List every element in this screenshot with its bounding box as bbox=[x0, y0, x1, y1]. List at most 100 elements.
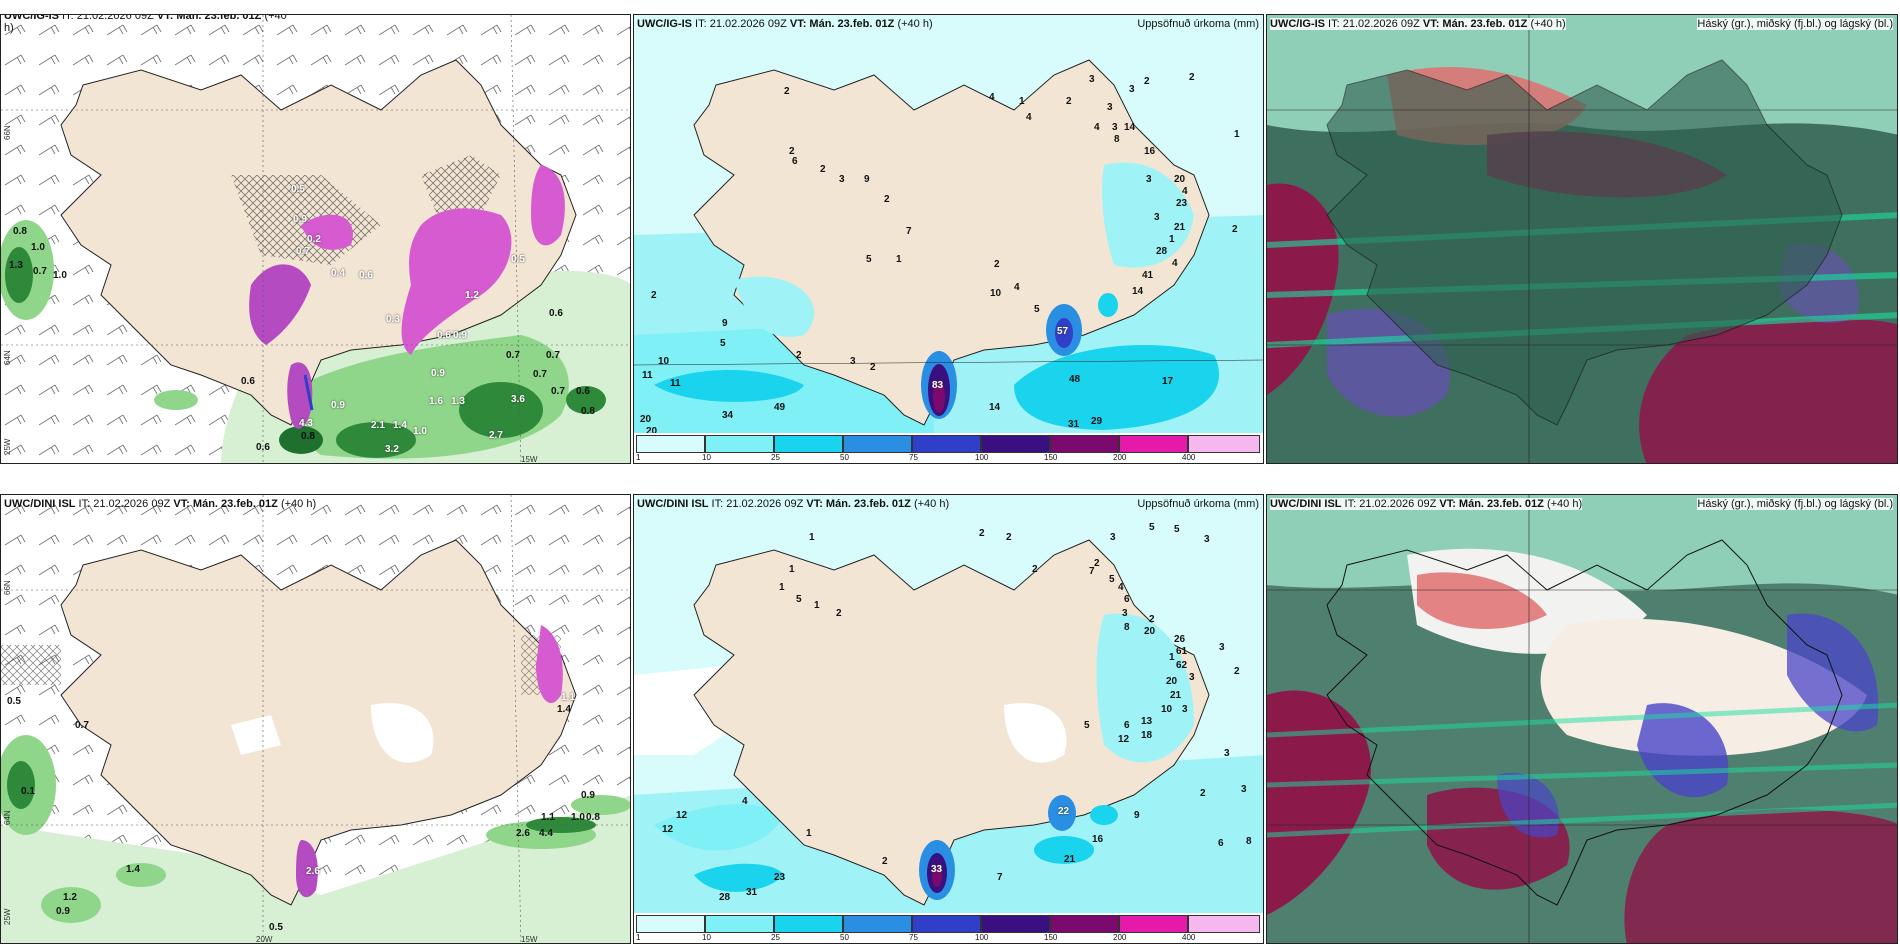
value-label: 29 bbox=[1091, 416, 1103, 427]
value-label: 7 bbox=[1089, 566, 1095, 577]
value-label: 20 bbox=[1144, 626, 1156, 637]
value-label: 2 bbox=[882, 856, 888, 867]
colorbar-tick: 400 bbox=[1182, 933, 1196, 942]
lat-label-66: 66N bbox=[3, 580, 12, 595]
value-label: 3 bbox=[1154, 212, 1160, 223]
value-label: 0.5 bbox=[7, 696, 21, 707]
value-label: 0.9 bbox=[453, 330, 467, 341]
colorbar-tick: 75 bbox=[909, 453, 918, 462]
value-label: 4 bbox=[989, 92, 995, 103]
value-label: 0.6 bbox=[549, 308, 563, 319]
value-label: 0.1 bbox=[21, 786, 35, 797]
value-label: 9 bbox=[864, 174, 870, 185]
value-label: 62 bbox=[1176, 660, 1188, 671]
value-label: 21 bbox=[1170, 690, 1182, 701]
value-label: 20 bbox=[1166, 676, 1178, 687]
colorbar-tick: 50 bbox=[840, 453, 849, 462]
value-label: 20 bbox=[646, 426, 658, 437]
colorbar-tick: 200 bbox=[1113, 453, 1127, 462]
lat-label-66: 66N bbox=[3, 125, 12, 140]
precip-map bbox=[634, 15, 1263, 463]
colorbar-segment bbox=[1119, 435, 1188, 453]
colorbar-segment bbox=[774, 435, 843, 453]
value-label: 10 bbox=[990, 288, 1002, 299]
value-label: 1 bbox=[814, 600, 820, 611]
value-label: 61 bbox=[1176, 646, 1188, 657]
colorbar-segment bbox=[981, 915, 1050, 933]
value-label: 0.8 bbox=[13, 226, 27, 237]
colorbar: 1 10 25 50 75 100 150 200 400 bbox=[634, 433, 1263, 463]
colorbar-tick: 25 bbox=[771, 933, 780, 942]
map-panel-clouds-top: UWC/IG-IS IT: 21.02.2026 09Z VT: Mán. 23… bbox=[1266, 14, 1898, 464]
value-label: 4.4 bbox=[539, 828, 553, 839]
value-label: 2 bbox=[1066, 96, 1072, 107]
value-label: 0.6 bbox=[359, 270, 373, 281]
value-label: 4 bbox=[1094, 122, 1100, 133]
colorbar-segment bbox=[981, 435, 1050, 453]
colorbar-segment bbox=[705, 915, 774, 933]
value-label: 2 bbox=[1234, 666, 1240, 677]
colorbar-tick: 10 bbox=[702, 933, 711, 942]
value-label: 0.8 bbox=[581, 406, 595, 417]
value-label: 5 bbox=[1109, 574, 1115, 585]
panel-header: UWC/DINI ISL IT: 21.02.2026 09Z VT: Mán.… bbox=[1270, 498, 1583, 510]
cloud-map bbox=[1267, 15, 1897, 463]
value-label: 3 bbox=[1107, 102, 1113, 113]
value-label: 3 bbox=[1182, 704, 1188, 715]
value-label: 5 bbox=[866, 254, 872, 265]
colorbar-segment bbox=[843, 915, 912, 933]
value-label: 1.0 bbox=[31, 242, 45, 253]
value-label: 5 bbox=[1174, 524, 1180, 535]
wind-map bbox=[1, 495, 630, 943]
lon-label-15: 15W bbox=[521, 935, 538, 944]
lon-label-25: 25W bbox=[3, 908, 12, 925]
value-label: 14 bbox=[1132, 286, 1144, 297]
value-label: 6 bbox=[1124, 594, 1130, 605]
value-label: 28 bbox=[1156, 246, 1168, 257]
value-label: 0.6 bbox=[256, 442, 270, 453]
value-label: 12 bbox=[1118, 734, 1130, 745]
value-label: 48 bbox=[1069, 374, 1081, 385]
colorbar-tick: 75 bbox=[909, 933, 918, 942]
value-label: 14 bbox=[1124, 122, 1136, 133]
value-label: 11 bbox=[642, 370, 653, 381]
value-label: 1.2 bbox=[63, 892, 77, 903]
value-label: 2.1 bbox=[371, 420, 385, 431]
value-label: 16 bbox=[1092, 834, 1104, 845]
colorbar-tick: 10 bbox=[702, 453, 711, 462]
colorbar-segment bbox=[912, 915, 981, 933]
panel-header: UWC/IG-IS IT: 21.02.2026 09Z VT: Mán. 23… bbox=[637, 18, 933, 30]
value-label: 16 bbox=[1144, 146, 1156, 157]
value-label: 20 bbox=[1174, 174, 1186, 185]
value-label: 7 bbox=[997, 872, 1003, 883]
value-label: 9 bbox=[722, 318, 728, 329]
colorbar-tick: 1 bbox=[636, 453, 641, 462]
value-label: 10 bbox=[1161, 704, 1173, 715]
value-label: 2 bbox=[870, 362, 876, 373]
value-label: 1.3 bbox=[451, 396, 465, 407]
value-label: 2 bbox=[1189, 72, 1195, 83]
value-label: 12 bbox=[676, 810, 688, 821]
value-label: 33 bbox=[931, 864, 943, 875]
value-label: 3 bbox=[1219, 642, 1225, 653]
value-label: 5 bbox=[1034, 304, 1040, 315]
value-label: 17 bbox=[1162, 376, 1174, 387]
panel-title: Uppsöfnuð úrkoma (mm) bbox=[1137, 18, 1259, 30]
value-label: 14 bbox=[989, 402, 1001, 413]
value-label: 3 bbox=[1122, 608, 1128, 619]
value-label: 2 bbox=[1006, 532, 1012, 543]
value-label: 0.7 bbox=[296, 246, 310, 257]
value-label: 1.0 bbox=[571, 812, 585, 823]
value-label: 0.7 bbox=[75, 720, 89, 731]
colorbar-tick: 100 bbox=[975, 453, 989, 462]
value-label: 6 bbox=[1218, 838, 1224, 849]
value-label: 2 bbox=[979, 528, 985, 539]
value-label: 3 bbox=[839, 174, 845, 185]
value-label: 0.9 bbox=[56, 906, 70, 917]
value-label: 41 bbox=[1142, 270, 1154, 281]
map-panel-precip-bottom: UWC/DINI ISL IT: 21.02.2026 09Z VT: Mán.… bbox=[633, 494, 1264, 944]
value-label: 2 bbox=[1232, 224, 1238, 235]
value-label: 23 bbox=[1176, 198, 1188, 209]
value-label: 1 bbox=[789, 564, 795, 575]
value-label: 1.0 bbox=[53, 270, 67, 281]
